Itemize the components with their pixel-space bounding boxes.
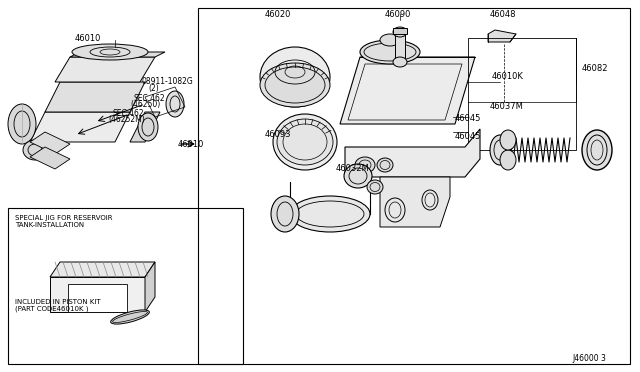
Text: (PART CODE46010K ): (PART CODE46010K ) [15,306,88,312]
Ellipse shape [344,164,372,188]
Polygon shape [50,262,155,277]
Polygon shape [30,132,70,154]
Polygon shape [70,52,165,57]
Ellipse shape [138,113,158,141]
Text: 46048: 46048 [490,10,516,19]
Ellipse shape [500,130,516,150]
Text: INCLUDED IN PISTON KIT: INCLUDED IN PISTON KIT [15,299,100,305]
Polygon shape [345,129,480,177]
Text: SPECIAL JIG FOR RESERVOIR: SPECIAL JIG FOR RESERVOIR [15,215,113,221]
Ellipse shape [380,34,400,46]
Polygon shape [55,57,155,82]
Ellipse shape [111,310,149,324]
Text: 46010K: 46010K [492,72,524,81]
Text: 46045: 46045 [455,132,481,141]
Ellipse shape [490,135,510,165]
Ellipse shape [72,44,148,60]
Text: 46020: 46020 [265,10,291,19]
Ellipse shape [271,196,299,232]
Bar [395,32,405,62]
Polygon shape [488,30,516,42]
Polygon shape [380,177,450,227]
Ellipse shape [277,119,333,165]
Text: TANK-INSTALLATION: TANK-INSTALLATION [15,222,84,228]
Ellipse shape [290,196,370,232]
Text: 46010: 46010 [75,34,101,43]
Ellipse shape [393,27,407,37]
Ellipse shape [273,114,337,170]
Text: 08911-1082G: 08911-1082G [142,77,194,86]
Polygon shape [68,284,127,312]
Polygon shape [130,112,160,142]
Text: 46045: 46045 [455,114,481,123]
Text: 46032M: 46032M [336,164,370,173]
Ellipse shape [500,150,516,170]
Text: 46093: 46093 [265,130,291,139]
Bar [198,8,630,364]
Ellipse shape [265,67,325,103]
Polygon shape [30,147,70,169]
Ellipse shape [367,180,383,194]
Bar [468,38,576,150]
Polygon shape [50,277,145,312]
Bar [393,28,407,34]
Text: (2): (2) [148,84,159,93]
Ellipse shape [166,91,184,117]
Text: SEC.462: SEC.462 [133,94,164,103]
Text: (46252M): (46252M) [108,115,145,124]
Text: 46090: 46090 [385,10,411,19]
Bar [8,208,243,364]
Polygon shape [340,57,475,124]
Polygon shape [30,112,130,142]
Ellipse shape [360,40,420,64]
Text: (46250): (46250) [130,100,160,109]
Ellipse shape [23,140,47,160]
Ellipse shape [260,63,330,107]
Text: SEC.462: SEC.462 [112,109,143,118]
Ellipse shape [355,157,375,173]
Ellipse shape [260,47,330,107]
Polygon shape [45,82,145,112]
Polygon shape [145,262,155,312]
Text: 46082: 46082 [582,64,609,73]
Text: 46010: 46010 [178,140,204,149]
Text: 46037M: 46037M [490,102,524,111]
Ellipse shape [582,130,612,170]
Ellipse shape [8,104,36,144]
Ellipse shape [377,158,393,172]
Text: J46000 3: J46000 3 [572,354,606,363]
Ellipse shape [393,57,407,67]
